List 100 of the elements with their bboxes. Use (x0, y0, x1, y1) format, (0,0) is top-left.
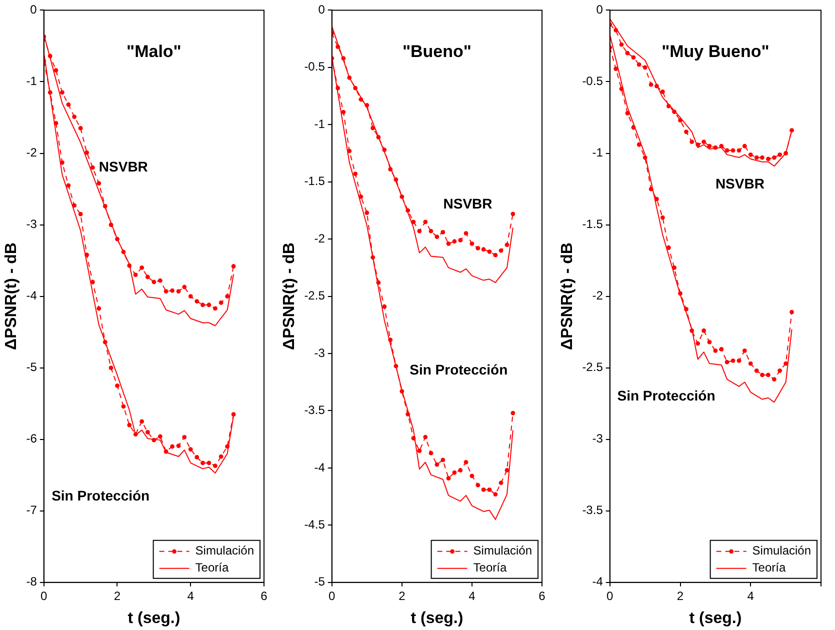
point (766, 372, 770, 378)
legend-label: Simulación (195, 544, 254, 558)
point (140, 265, 144, 270)
annotation: NSVBR (443, 196, 492, 212)
annotation: Sin Protección (617, 387, 716, 404)
point (341, 110, 346, 114)
point (470, 474, 474, 478)
point (194, 455, 200, 460)
point (742, 348, 747, 353)
y-tick-label: -4.5 (304, 517, 326, 532)
point (370, 126, 376, 130)
point (394, 177, 398, 182)
point (400, 194, 404, 199)
point (388, 338, 393, 342)
x-tick-label: 2 (676, 588, 684, 603)
y-tick-label: -2 (26, 146, 38, 160)
point (376, 135, 381, 140)
point (719, 347, 724, 352)
point (108, 366, 114, 370)
point (428, 450, 434, 456)
point (470, 241, 474, 246)
point (481, 488, 486, 492)
point (464, 231, 468, 236)
text: "Muy Bueno" (662, 42, 770, 61)
x-tick-label: 0 (328, 588, 336, 603)
point (724, 148, 730, 153)
point (660, 90, 665, 94)
point (498, 480, 504, 486)
point (504, 242, 510, 247)
point (772, 377, 776, 382)
y-tick-label: -1.5 (582, 217, 604, 232)
point (90, 165, 95, 170)
point (702, 328, 706, 333)
point (702, 140, 706, 144)
y-tick-label: -1 (26, 74, 38, 88)
point (648, 82, 654, 87)
point (510, 410, 516, 416)
point (206, 302, 212, 308)
point (666, 245, 671, 250)
point (60, 90, 64, 95)
point (146, 430, 150, 434)
point (66, 183, 71, 188)
point (504, 468, 510, 472)
point (446, 241, 451, 246)
point (654, 84, 659, 88)
point (231, 412, 236, 417)
point (458, 468, 463, 472)
point (96, 181, 102, 186)
point (96, 306, 102, 311)
point (176, 289, 181, 294)
point (127, 263, 132, 268)
point (152, 280, 156, 284)
point (614, 28, 618, 32)
text: "Bueno" (402, 42, 472, 61)
x-tick-label: 4 (747, 588, 754, 603)
point (754, 368, 759, 373)
point (188, 447, 193, 452)
point (434, 234, 440, 239)
point (440, 230, 446, 234)
point (78, 126, 83, 130)
point (684, 130, 688, 134)
point (440, 458, 446, 462)
y-tick-label: -6 (26, 432, 38, 446)
point (754, 155, 759, 160)
point (102, 340, 108, 344)
y-axis-title: ΔPSNR(t) - dB (559, 242, 576, 350)
point (158, 434, 162, 439)
point (434, 462, 440, 467)
point (678, 118, 682, 123)
point (170, 444, 174, 449)
x-axis-title: t (seg.) (128, 610, 180, 627)
y-tick-label: -0.5 (304, 60, 326, 74)
annotation: Sin Protección (410, 362, 508, 378)
point (48, 54, 52, 58)
point (347, 76, 352, 80)
point (736, 358, 742, 363)
point (790, 310, 794, 314)
point (115, 384, 120, 388)
point (121, 250, 126, 254)
point (364, 210, 370, 215)
point (170, 288, 174, 293)
point (336, 44, 340, 50)
y-tick-label: -7 (26, 503, 38, 518)
point (188, 294, 193, 298)
point (225, 294, 230, 298)
point (736, 148, 742, 153)
y-tick-label: 0 (596, 2, 604, 17)
x-tick-label: 0 (606, 588, 614, 603)
annotation: NSVBR (715, 176, 764, 192)
point (90, 280, 95, 284)
point (631, 125, 636, 130)
point (719, 144, 724, 148)
point (417, 448, 422, 453)
point (60, 160, 64, 165)
point (423, 434, 428, 440)
point (152, 438, 156, 442)
y-axis-title: ΔPSNR(t) - dB (281, 242, 298, 350)
point (428, 228, 434, 234)
point (487, 488, 492, 492)
point (493, 252, 498, 258)
